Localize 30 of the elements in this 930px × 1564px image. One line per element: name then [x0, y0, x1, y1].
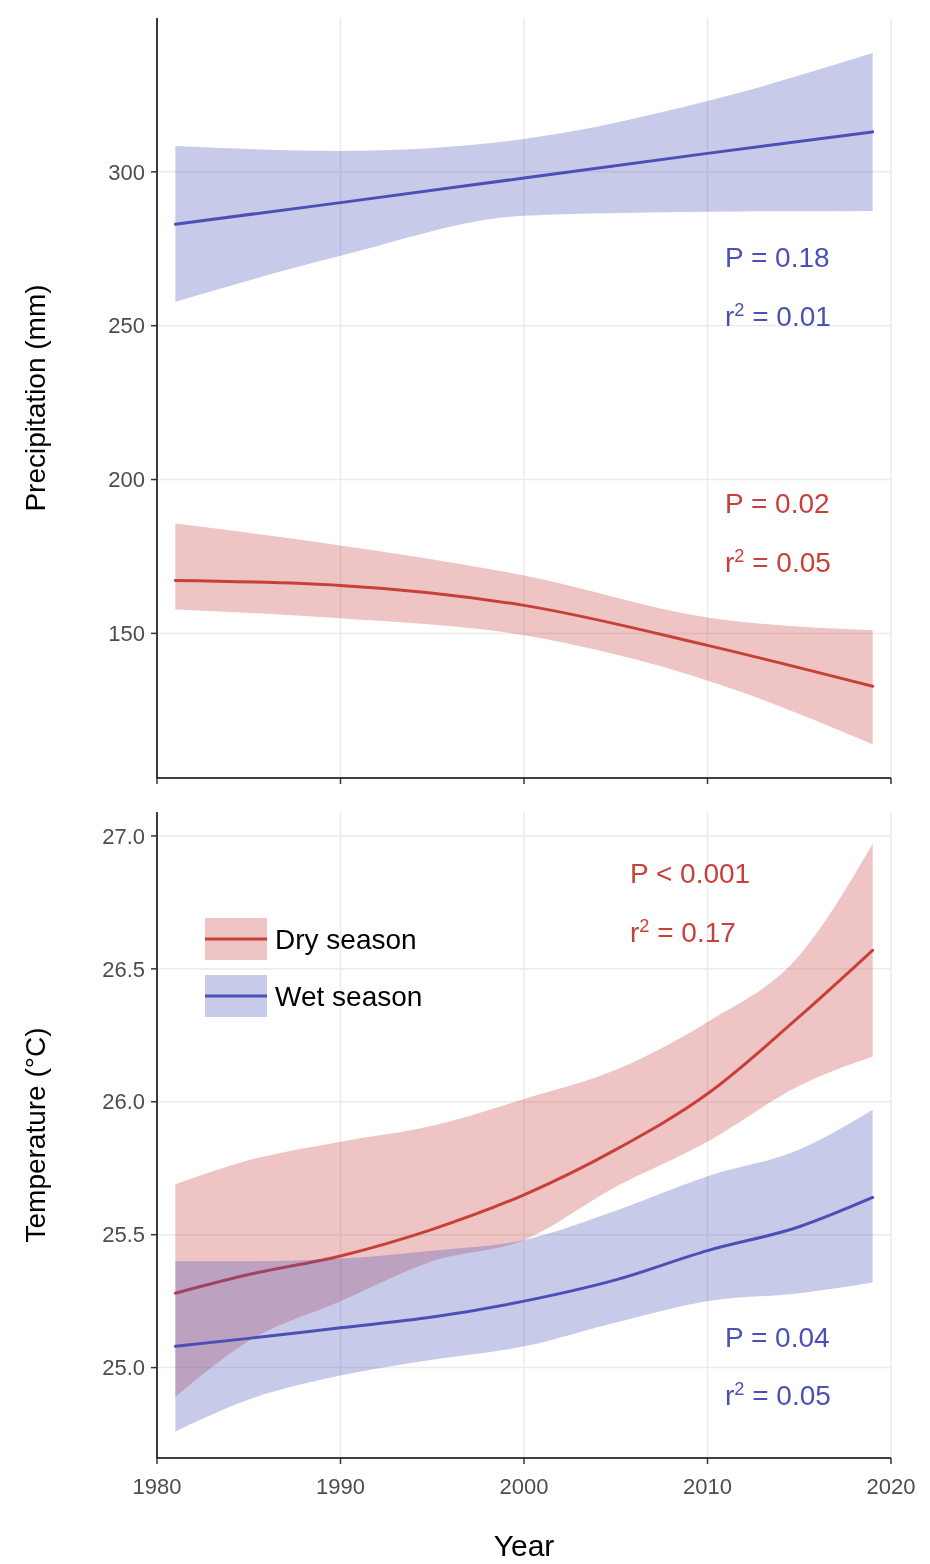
x-tick-label: 1980	[132, 1474, 182, 1499]
y-tick-label: 250	[108, 313, 145, 339]
line-series	[173, 578, 875, 688]
y-tick-label: 26.0	[102, 1089, 145, 1115]
y-tick-label: 200	[108, 467, 145, 493]
y-axis-title: Temperature (°C)	[20, 1027, 51, 1243]
y-axis-title: Precipitation (mm)	[20, 284, 51, 512]
y-tick-label: 25.5	[102, 1222, 145, 1248]
line-series	[173, 130, 875, 226]
annotation: r$^{2}$ = 0.05	[725, 546, 831, 578]
x-tick-label: 2020	[866, 1474, 916, 1499]
x-tick-label: 2010	[683, 1474, 732, 1499]
y-tick-label: 150	[108, 621, 145, 647]
x-tick-label: 1990	[316, 1474, 365, 1499]
annotation: P < 0.001	[630, 858, 751, 889]
x-axis-title: Year	[493, 1529, 555, 1562]
y-tick-label: 27.0	[102, 823, 145, 849]
y-tick-label: 300	[108, 159, 145, 185]
y-tick-label: 25.0	[102, 1355, 145, 1381]
annotation: P = 0.02	[725, 488, 830, 519]
annotation: P = 0.18	[725, 242, 830, 273]
annotation: r$^{2}$ = 0.05	[725, 1379, 831, 1411]
annotation: r$^{2}$ = 0.17	[630, 916, 736, 948]
x-tick-label: 2000	[499, 1474, 549, 1499]
legend-label: Wet season	[275, 980, 423, 1012]
annotation: P = 0.04	[725, 1322, 830, 1353]
legend-label: Dry season	[275, 923, 417, 955]
y-tick-label: 26.5	[102, 956, 145, 982]
line-series	[173, 1195, 875, 1348]
annotation: r$^{2}$ = 0.01	[725, 300, 831, 332]
